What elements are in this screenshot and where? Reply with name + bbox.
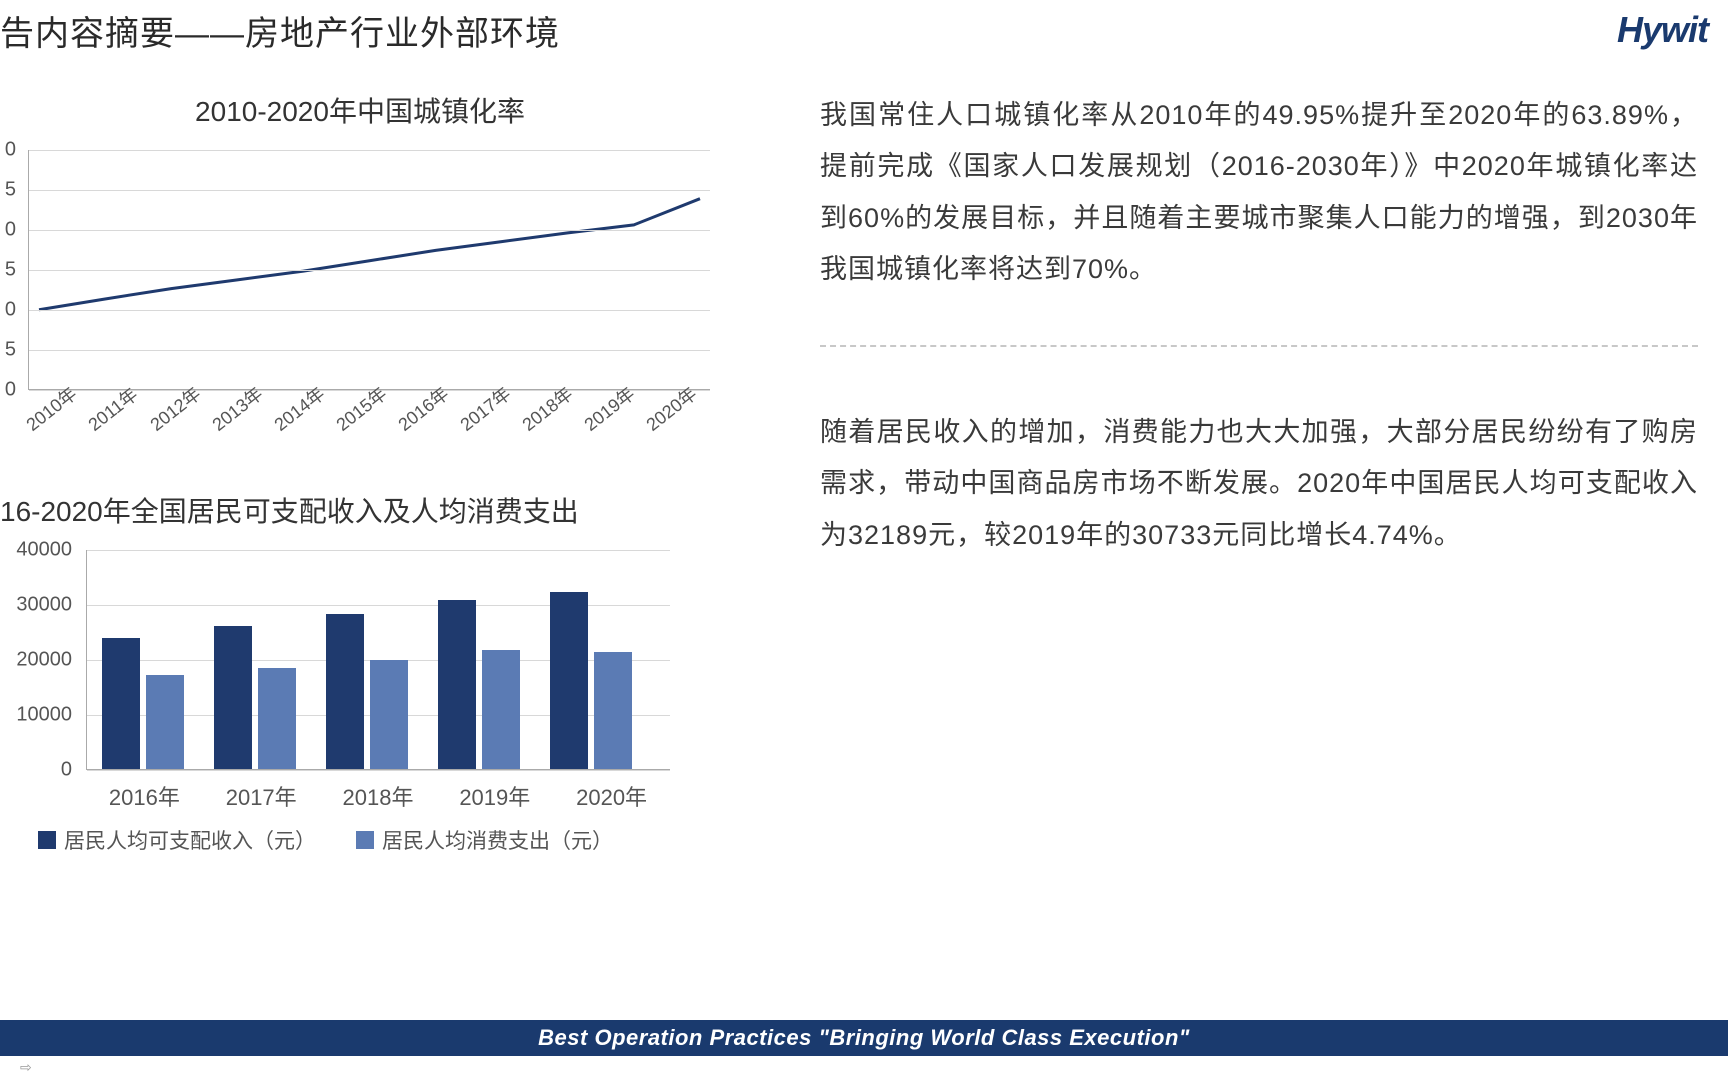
logo: Hywit [1617, 9, 1708, 51]
line-x-labels: 2010年2011年2012年2013年2014年2015年2016年2017年… [28, 398, 710, 448]
page-arrow-icon: ⇨ [20, 1059, 32, 1076]
line-chart-block: 2010-2020年中国城镇化率 0 5 0 5 0 5 0 2010年2011年2012年… [0, 90, 720, 450]
bar-legend: 居民人均可支配收入（元） 居民人均消费支出（元） [38, 825, 613, 855]
x-label: 2017年 [203, 780, 320, 812]
bar-group [438, 600, 520, 769]
y-tick: 10000 [16, 704, 72, 727]
bar [438, 600, 476, 769]
bar [258, 668, 296, 769]
y-tick: 0 [5, 139, 16, 162]
bar [550, 592, 588, 769]
line-y-axis: 0505050 [0, 150, 20, 390]
footer-text: Best Operation Practices "Bringing World… [538, 1025, 1190, 1051]
bar [214, 626, 252, 769]
line-chart: 0505050 2010年2011年2012年2013年2014年2015年20… [0, 150, 720, 450]
page-title: 告内容摘要——房地产行业外部环境 [0, 6, 560, 55]
y-tick: 0 [5, 299, 16, 322]
y-tick: 30000 [16, 594, 72, 617]
y-tick: 0 [5, 379, 16, 402]
legend-item: 居民人均消费支出（元） [356, 825, 613, 855]
legend-item: 居民人均可支配收入（元） [38, 825, 316, 855]
legend-label: 居民人均消费支出（元） [382, 825, 613, 855]
right-column: 我国常住人口城镇化率从2010年的49.95%提升至2020年的63.89%，提… [720, 90, 1708, 910]
bar-group [326, 614, 408, 769]
bar-chart: 010000200003000040000 2016年2017年2018年201… [8, 550, 720, 870]
line-chart-title: 2010-2020年中国城镇化率 [0, 90, 720, 130]
bar-group [550, 592, 632, 769]
bar-group [214, 626, 296, 769]
header: 告内容摘要——房地产行业外部环境 Hywit [0, 0, 1728, 60]
y-tick: 5 [5, 339, 16, 362]
y-tick: 20000 [16, 649, 72, 672]
bar-x-labels: 2016年2017年2018年2019年2020年 [86, 780, 670, 812]
y-tick: 0 [5, 219, 16, 242]
footer-bar: Best Operation Practices "Bringing World… [0, 1020, 1728, 1056]
bar [102, 638, 140, 769]
bar [146, 675, 184, 769]
bar [594, 652, 632, 769]
x-label: 2018年 [320, 780, 437, 812]
legend-swatch [38, 831, 56, 849]
left-column: 2010-2020年中国城镇化率 0 5 0 5 0 5 0 2010年2011年2012年… [0, 90, 720, 910]
x-label: 2016年 [86, 780, 203, 812]
x-label: 2019年 [436, 780, 553, 812]
divider [820, 345, 1698, 347]
x-label: 2020年 [553, 780, 670, 812]
legend-label: 居民人均可支配收入（元） [64, 825, 316, 855]
y-tick: 0 [61, 759, 72, 782]
text-paragraph-1: 我国常住人口城镇化率从2010年的49.95%提升至2020年的63.89%，提… [820, 90, 1698, 295]
bar-chart-block: 16-2020年全国居民可支配收入及人均消费支出 0 10000 20000 3000… [0, 490, 720, 870]
y-tick: 5 [5, 259, 16, 282]
line-plot-area [28, 150, 710, 390]
bar-chart-title: 16-2020年全国居民可支配收入及人均消费支出 [0, 490, 720, 530]
y-tick: 5 [5, 179, 16, 202]
content: 2010-2020年中国城镇化率 0 5 0 5 0 5 0 2010年2011年2012年… [0, 60, 1728, 910]
bar [370, 660, 408, 769]
text-paragraph-2: 随着居民收入的增加，消费能力也大大加强，大部分居民纷纷有了购房需求，带动中国商品… [820, 407, 1698, 561]
bar-y-axis: 010000200003000040000 [8, 550, 78, 770]
bar [482, 650, 520, 769]
y-tick: 40000 [16, 539, 72, 562]
legend-swatch [356, 831, 374, 849]
bar [326, 614, 364, 769]
bar-group [102, 638, 184, 769]
bar-plot-area [86, 550, 670, 770]
